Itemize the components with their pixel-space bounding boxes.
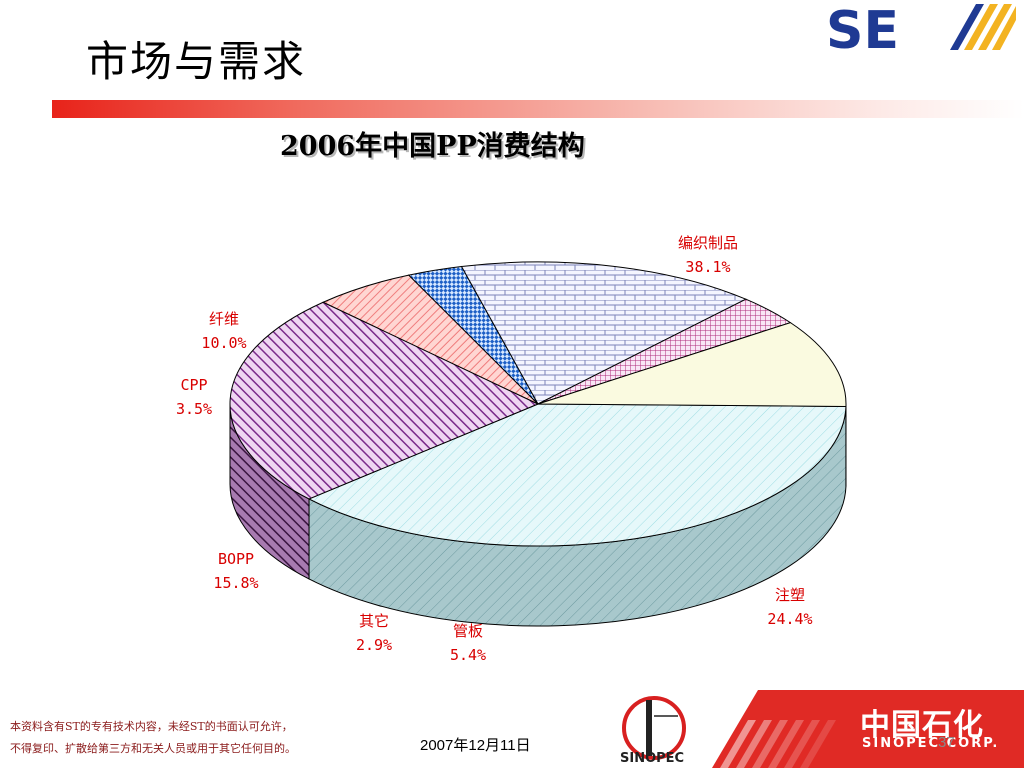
pie-label-value-fiber: 10.0%	[201, 334, 246, 352]
pie-label-value-other: 2.9%	[356, 636, 392, 654]
pie-label-value-woven: 38.1%	[685, 258, 730, 276]
pie-label-name-bopp: BOPP	[218, 550, 254, 568]
title-divider	[52, 100, 1024, 118]
pie-label-name-injection: 注塑	[775, 586, 805, 604]
pie-slice-fiber	[537, 322, 847, 407]
chart-title: 2006年中国PP消费结构	[280, 131, 585, 162]
svg-text:SINOPEC: SINOPEC	[620, 751, 684, 766]
pie-label-value-injection: 24.4%	[767, 610, 812, 628]
confidentiality-line-1: 本资料含有ST的专有技术内容，未经ST的书面认可允许，	[10, 720, 293, 733]
slide-title: 市场与需求	[86, 37, 307, 86]
pie-label-name-woven: 编织制品	[678, 234, 738, 252]
pie-label-value-cpp: 3.5%	[176, 400, 212, 418]
se-logo: SE	[826, 1, 1016, 56]
svg-text:SE: SE	[826, 1, 899, 56]
pie-label-name-cpp: CPP	[180, 376, 207, 394]
pie-slice-bopp	[460, 261, 748, 405]
sinopec-chinese-name: 中国石化	[860, 708, 984, 743]
page-number: 37	[938, 734, 955, 751]
pie-slice-woven	[307, 403, 847, 547]
sinopec-banner	[712, 690, 1024, 768]
confidentiality-note: 本资料含有ST的专有技术内容，未经ST的书面认可允许， 不得复印、扩散给第三方和…	[10, 716, 390, 760]
slide-date: 2007年12月11日	[420, 737, 531, 754]
pie-label-value-pipe-sheet: 5.4%	[450, 646, 486, 664]
pie-slice-injection	[229, 301, 540, 500]
sinopec-emblem-icon: SINOPEC	[620, 696, 686, 766]
pie-label-name-pipe-sheet: 管板	[453, 622, 483, 640]
sinopec-english-name: SINOPEC CORP.	[862, 736, 1000, 751]
pie-label-name-other: 其它	[359, 612, 389, 630]
pie-label-value-bopp: 15.8%	[213, 574, 258, 592]
confidentiality-line-2: 不得复印、扩散给第三方和无关人员或用于其它任何目的。	[10, 742, 296, 755]
pie-label-name-fiber: 纤维	[209, 310, 239, 328]
